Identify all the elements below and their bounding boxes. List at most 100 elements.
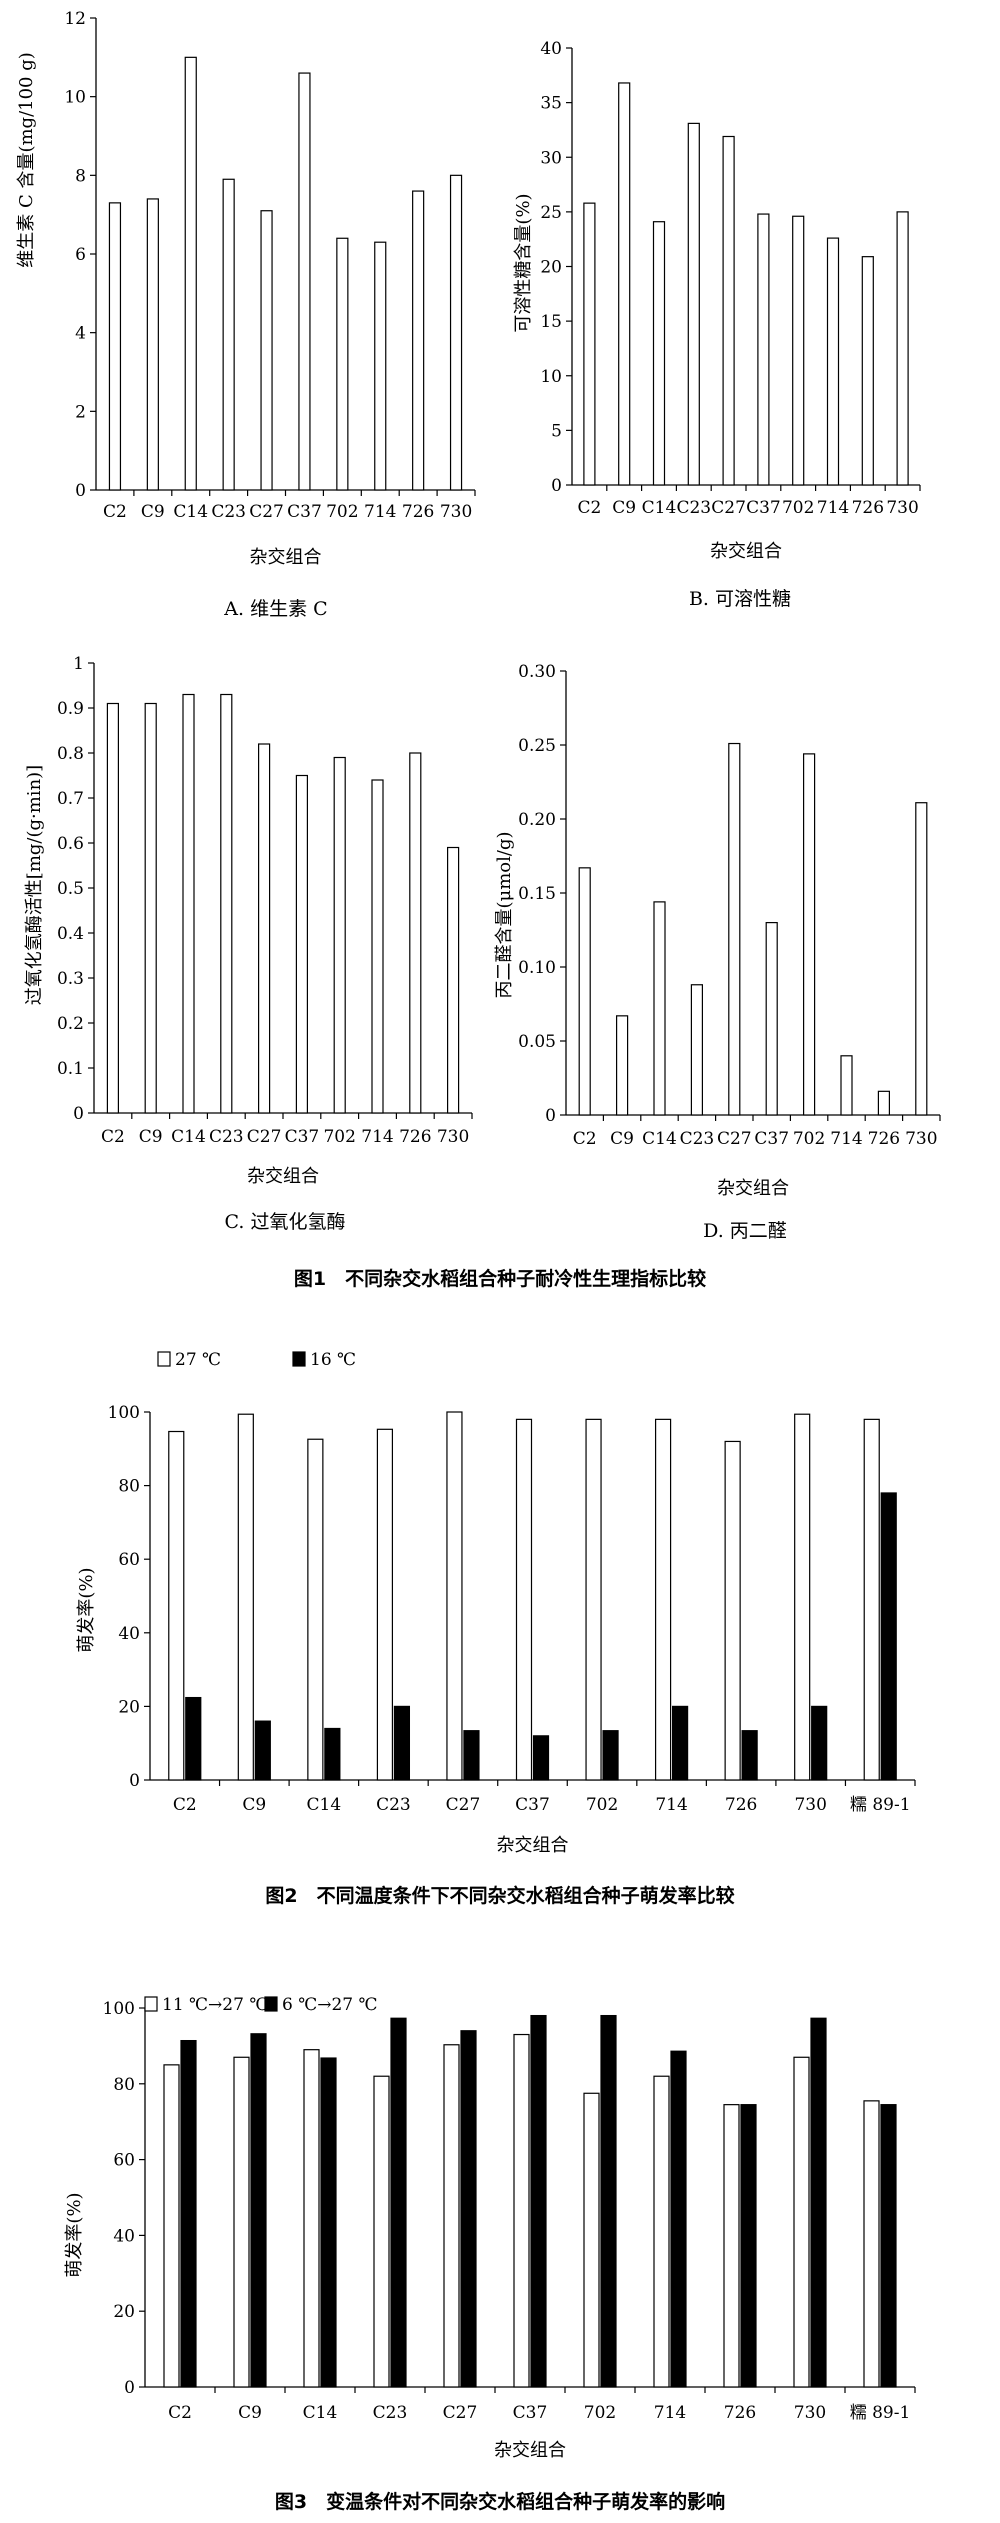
bar bbox=[184, 56, 197, 491]
x-tick-label: C37 bbox=[287, 502, 322, 522]
bar bbox=[578, 867, 591, 1116]
y-tick-label: 0.2 bbox=[57, 1014, 84, 1034]
bar-series-2 bbox=[463, 1730, 480, 1781]
x-tick-label: 730 bbox=[794, 1795, 826, 1815]
y-tick-label: 0.9 bbox=[57, 699, 84, 719]
x-axis-title: 杂交组合 bbox=[494, 2440, 566, 2461]
x-tick-label: C27 bbox=[247, 1127, 282, 1147]
x-tick-label: C2 bbox=[577, 498, 601, 518]
bar bbox=[298, 72, 311, 491]
y-tick-label: 6 bbox=[75, 245, 86, 265]
x-tick-label: C9 bbox=[238, 2403, 262, 2423]
y-axis-title: 萌发率(%) bbox=[64, 2192, 85, 2277]
y-tick-label: 0.10 bbox=[518, 958, 556, 978]
y-tick-label: 0.5 bbox=[57, 879, 84, 899]
y-tick-label: 60 bbox=[113, 2151, 135, 2171]
x-tick-label: C2 bbox=[168, 2403, 192, 2423]
figure2-caption: 图2 不同温度条件下不同杂交水稻组合种子萌发率比较 bbox=[265, 1884, 734, 1907]
x-tick-label: 726 bbox=[399, 1127, 431, 1147]
x-tick-label: C14 bbox=[173, 502, 208, 522]
bar-series-2 bbox=[741, 1730, 758, 1781]
bar bbox=[615, 1015, 629, 1116]
y-tick-label: 20 bbox=[118, 1697, 140, 1717]
bar bbox=[722, 135, 735, 486]
x-tick-label: 702 bbox=[586, 1795, 618, 1815]
x-tick-label: 730 bbox=[794, 2403, 826, 2423]
y-tick-label: 10 bbox=[64, 88, 86, 108]
bar bbox=[877, 1090, 891, 1116]
bar bbox=[260, 210, 273, 491]
figure3-caption: 图3 变温条件对不同杂交水稻组合种子萌发率的影响 bbox=[275, 2490, 725, 2513]
x-tick-label: 726 bbox=[868, 1129, 900, 1149]
x-tick-label: 糯 89-1 bbox=[850, 1795, 911, 1815]
bar bbox=[583, 202, 596, 486]
bar bbox=[374, 241, 387, 491]
y-tick-label: 0.8 bbox=[57, 744, 84, 764]
bar-series-2 bbox=[880, 2104, 897, 2388]
bar bbox=[765, 921, 778, 1116]
panel-b-subtitle: B. 可溶性糖 bbox=[689, 588, 791, 610]
bar-series-1 bbox=[168, 1430, 185, 1781]
y-tick-label: 35 bbox=[540, 94, 562, 114]
bar-series-2 bbox=[811, 1705, 828, 1781]
bar-series-2 bbox=[810, 2017, 827, 2388]
x-tick-label: C14 bbox=[171, 1127, 206, 1147]
bar bbox=[409, 752, 422, 1114]
bar bbox=[690, 984, 704, 1116]
bar-series-1 bbox=[794, 1413, 811, 1781]
bar bbox=[792, 215, 805, 486]
x-tick-label: C14 bbox=[642, 498, 677, 518]
y-tick-label: 100 bbox=[103, 1999, 135, 2019]
y-tick-label: 0 bbox=[551, 476, 562, 496]
y-tick-label: 0.7 bbox=[57, 789, 84, 809]
bar-series-2 bbox=[254, 1720, 271, 1781]
y-tick-label: 0.1 bbox=[57, 1059, 84, 1079]
bar bbox=[687, 122, 700, 486]
bar bbox=[653, 901, 666, 1116]
bar bbox=[412, 190, 425, 491]
bar bbox=[333, 756, 346, 1114]
bar bbox=[915, 802, 928, 1116]
x-tick-label: C23 bbox=[209, 1127, 244, 1147]
y-tick-label: 0.15 bbox=[518, 884, 556, 904]
y-tick-label: 12 bbox=[64, 9, 86, 29]
bar-series-1 bbox=[237, 1413, 254, 1781]
bar bbox=[220, 693, 233, 1114]
bar-series-1 bbox=[515, 1418, 533, 1781]
legend-label: 16 ℃ bbox=[310, 1350, 356, 1370]
bar-series-2 bbox=[393, 1705, 411, 1781]
x-tick-label: C9 bbox=[612, 498, 636, 518]
x-tick-label: 726 bbox=[724, 2403, 756, 2423]
bar-series-1 bbox=[585, 1418, 602, 1781]
panel-vitamin-c: A. 维生素 C 0 2 4 6 8 10 12 C2 C9 C14 C23 C27 C37 702 714… bbox=[16, 9, 476, 620]
y-axis-title: 可溶性糖含量(%) bbox=[513, 193, 534, 332]
bar-series-1 bbox=[583, 2092, 600, 2388]
bar-series-2 bbox=[185, 1696, 202, 1781]
y-tick-label: 0.25 bbox=[518, 736, 556, 756]
bar-series-2 bbox=[390, 2017, 407, 2388]
bar bbox=[826, 237, 840, 486]
x-tick-label: 714 bbox=[655, 1795, 687, 1815]
bar-series-2 bbox=[324, 1727, 341, 1781]
y-axis-title: 萌发率(%) bbox=[76, 1567, 97, 1652]
y-tick-label: 80 bbox=[113, 2075, 135, 2095]
legend-swatch bbox=[157, 1351, 171, 1367]
y-tick-label: 40 bbox=[113, 2226, 135, 2246]
bar bbox=[618, 82, 631, 486]
x-tick-label: C14 bbox=[307, 1795, 342, 1815]
bar bbox=[840, 1055, 853, 1116]
bar-series-2 bbox=[180, 2039, 197, 2388]
y-tick-label: 10 bbox=[540, 367, 562, 387]
x-tick-label: 714 bbox=[361, 1127, 393, 1147]
bar-series-1 bbox=[373, 2075, 390, 2388]
x-tick-label: 702 bbox=[323, 1127, 355, 1147]
x-tick-label: C27 bbox=[711, 498, 746, 518]
x-tick-label: C23 bbox=[676, 498, 711, 518]
y-tick-label: 20 bbox=[540, 258, 562, 278]
bar bbox=[336, 237, 349, 491]
x-tick-label: C37 bbox=[513, 2403, 548, 2423]
x-tick-label: C27 bbox=[249, 502, 284, 522]
y-tick-label: 25 bbox=[540, 203, 562, 223]
x-tick-label: 730 bbox=[905, 1129, 937, 1149]
legend-swatch bbox=[144, 1996, 158, 2012]
